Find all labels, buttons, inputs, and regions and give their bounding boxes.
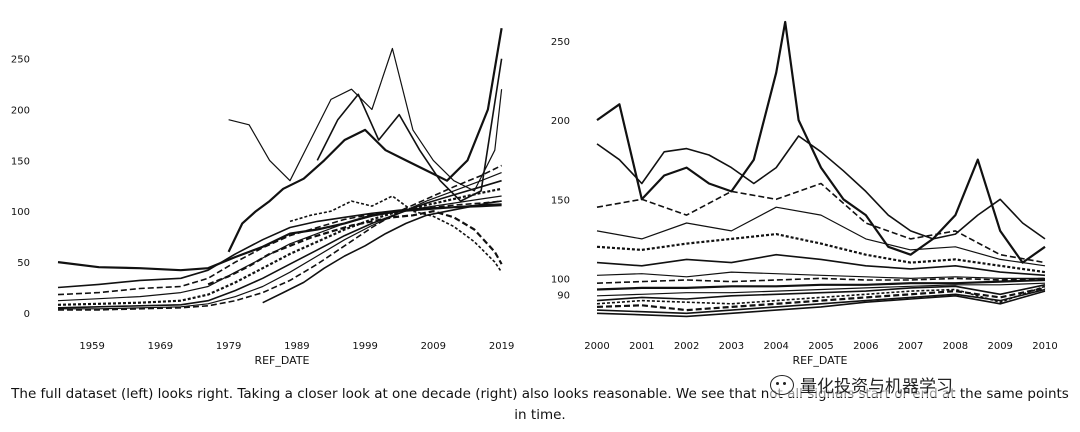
series-line [57, 200, 502, 296]
series-line [262, 200, 502, 304]
right-chart: 2000 2001 2002 2003 2004 2005 2006 2007 2008 2009… [551, 20, 1058, 367]
series-line [596, 290, 1046, 318]
series-line [596, 253, 1046, 277]
x-tick-label: 2019 [489, 341, 514, 352]
x-tick-label: 1959 [79, 341, 104, 352]
y-tick-label: 250 [551, 37, 570, 48]
x-tick-label: 2010 [1032, 341, 1057, 352]
series-line [596, 182, 1046, 264]
series-line [596, 277, 1046, 284]
series-line [596, 278, 1046, 291]
series-line [596, 135, 1046, 240]
series-line [596, 284, 1046, 302]
left-chart: 1959 1969 1979 1989 1999 2009 2019 0 50 100 150 200… [11, 28, 514, 367]
y-tick-label: 250 [11, 55, 30, 66]
series-line [227, 28, 503, 253]
x-tick-label: 2000 [584, 341, 609, 352]
series-line [57, 179, 502, 309]
x-tick-label: 2002 [674, 341, 699, 352]
x-tick-label: 2004 [763, 341, 788, 352]
x-tick-label: 2007 [898, 341, 923, 352]
caption-line-2: in time. [514, 407, 566, 423]
x-axis-label: REF_DATE [254, 354, 309, 367]
y-tick-label: 100 [11, 207, 30, 218]
y-tick-label: 100 [551, 274, 570, 285]
x-axis-label: REF_DATE [792, 354, 847, 367]
series-line [596, 20, 1046, 264]
series-line [596, 233, 1046, 274]
series-line [596, 286, 1046, 312]
x-tick-label: 2009 [987, 341, 1012, 352]
y-tick-label: 90 [557, 290, 570, 301]
y-tick-label: 200 [551, 116, 570, 127]
series-line [596, 288, 1046, 315]
series-line [316, 58, 503, 202]
y-tick-label: 150 [551, 195, 570, 206]
series-line [57, 187, 502, 306]
series-line [207, 210, 503, 286]
x-tick-label: 2003 [719, 341, 744, 352]
series-line [596, 271, 1045, 279]
x-tick-label: 2009 [421, 341, 446, 352]
watermark-text: 量化投资与机器学习 [800, 377, 953, 397]
series-line [596, 206, 1046, 267]
series-line [57, 195, 502, 302]
x-tick-label: 2006 [853, 341, 878, 352]
series-line [57, 203, 502, 289]
wechat-icon [770, 374, 794, 395]
series-line [58, 172, 502, 310]
series-line [58, 164, 502, 311]
series-line [228, 47, 503, 192]
y-tick-label: 200 [11, 106, 30, 117]
x-tick-label: 2008 [943, 341, 968, 352]
x-tick-label: 2001 [629, 341, 654, 352]
x-tick-label: 1979 [216, 341, 241, 352]
y-tick-label: 50 [17, 258, 30, 269]
x-tick-label: 2005 [808, 341, 833, 352]
y-tick-label: 0 [24, 309, 30, 320]
x-tick-label: 1969 [148, 341, 173, 352]
y-tick-label: 150 [11, 156, 30, 167]
x-tick-label: 1999 [352, 341, 377, 352]
watermark: 量化投资与机器学习 [770, 372, 953, 397]
x-tick-label: 1989 [284, 341, 309, 352]
series-line [289, 195, 503, 273]
series-line [596, 282, 1046, 297]
